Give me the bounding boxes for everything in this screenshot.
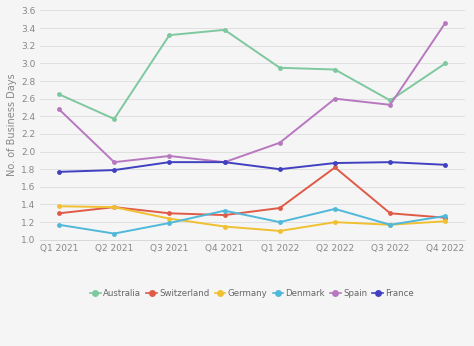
Line: Spain: Spain — [56, 20, 448, 165]
France — [111, 168, 117, 172]
Switzerland — [277, 206, 283, 210]
Denmark — [56, 223, 62, 227]
Spain — [166, 154, 172, 158]
Spain — [277, 141, 283, 145]
Switzerland — [332, 165, 338, 170]
Line: France: France — [56, 160, 448, 174]
Denmark — [387, 223, 393, 227]
Australia — [56, 92, 62, 96]
Switzerland — [56, 211, 62, 215]
Line: Denmark: Denmark — [56, 207, 448, 236]
Line: Australia: Australia — [56, 27, 448, 121]
France — [222, 160, 228, 164]
Line: Germany: Germany — [56, 204, 448, 233]
Legend: Australia, Switzerland, Germany, Denmark, Spain, France: Australia, Switzerland, Germany, Denmark… — [87, 285, 418, 301]
Australia — [166, 33, 172, 37]
Denmark — [332, 207, 338, 211]
Y-axis label: No. of Business Days: No. of Business Days — [7, 74, 17, 176]
Germany — [387, 223, 393, 227]
Switzerland — [443, 216, 448, 220]
Switzerland — [387, 211, 393, 215]
Germany — [443, 219, 448, 223]
Spain — [387, 103, 393, 107]
France — [166, 160, 172, 164]
France — [56, 170, 62, 174]
Australia — [443, 61, 448, 65]
Germany — [56, 204, 62, 208]
Australia — [222, 28, 228, 32]
Spain — [56, 107, 62, 111]
Switzerland — [111, 205, 117, 209]
Switzerland — [166, 211, 172, 215]
Germany — [222, 225, 228, 229]
France — [332, 161, 338, 165]
Australia — [332, 67, 338, 72]
Spain — [332, 97, 338, 101]
Spain — [443, 21, 448, 25]
Germany — [332, 220, 338, 224]
Australia — [387, 98, 393, 102]
Denmark — [443, 214, 448, 218]
Line: Switzerland: Switzerland — [56, 165, 448, 220]
France — [387, 160, 393, 164]
Switzerland — [222, 213, 228, 217]
France — [277, 167, 283, 171]
Germany — [277, 229, 283, 233]
France — [443, 163, 448, 167]
Australia — [277, 66, 283, 70]
Germany — [111, 205, 117, 209]
Denmark — [277, 220, 283, 224]
Germany — [166, 217, 172, 221]
Spain — [111, 160, 117, 164]
Denmark — [111, 231, 117, 236]
Denmark — [166, 221, 172, 225]
Spain — [222, 160, 228, 164]
Denmark — [222, 209, 228, 213]
Australia — [111, 117, 117, 121]
